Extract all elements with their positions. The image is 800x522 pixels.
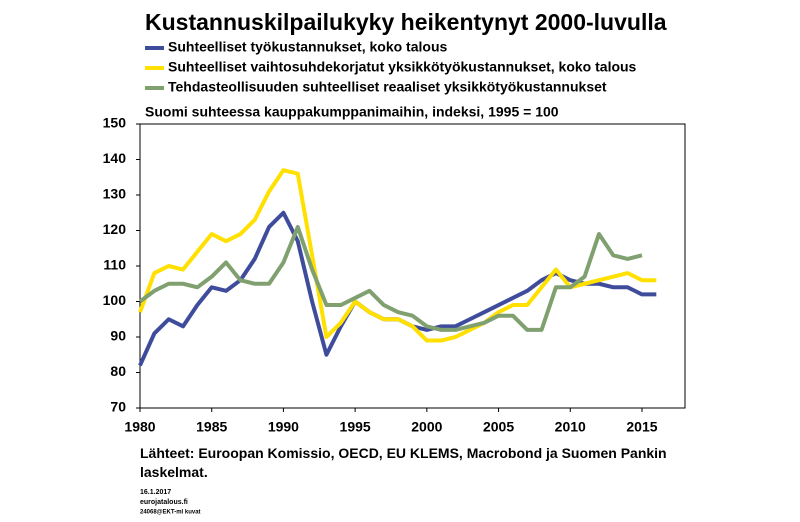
y-tick-label: 150: [103, 115, 127, 131]
footnote: eurojatalous.fi: [140, 499, 188, 506]
series-line: [138, 168, 657, 343]
x-tick-label: 2000: [411, 419, 442, 435]
x-tick-label: 2005: [483, 419, 514, 435]
y-tick-label: 110: [103, 257, 126, 273]
x-tick-label: 1995: [340, 419, 371, 435]
legend-label: Suhteelliset työkustannukset, koko talou…: [168, 39, 448, 55]
source: Lähteet: Euroopan Komissio, OECD, EU KLE…: [140, 445, 667, 480]
chart-title: Kustannuskilpailukyky heikentynyt 2000-l…: [145, 9, 667, 35]
y-tick-label: 90: [110, 328, 126, 344]
y-tick-label: 70: [110, 399, 126, 415]
x-tick-label: 1980: [124, 419, 155, 435]
x-tick-label: 1990: [268, 419, 299, 435]
x-tick-label: 2015: [626, 419, 657, 435]
legend-label: Tehdasteollisuuden suhteelliset reaalise…: [168, 79, 607, 95]
subtitle: Suomi suhteessa kauppakumppanimaihin, in…: [145, 104, 559, 120]
footnote: 16.1.2017: [140, 489, 171, 496]
y-tick-label: 120: [103, 221, 127, 237]
series-line: [138, 224, 643, 332]
x-tick-label: 2010: [555, 419, 586, 435]
legend-label: Suhteelliset vaihtosuhdekorjatut yksikkö…: [168, 59, 637, 75]
x-tick-label: 1985: [196, 419, 227, 435]
y-tick-label: 80: [110, 363, 126, 379]
y-tick-label: 130: [103, 186, 127, 202]
y-tick-label: 100: [103, 292, 127, 308]
y-tick-label: 140: [103, 150, 127, 166]
footnote: 24068@EKT-ml kuvat: [140, 510, 201, 516]
